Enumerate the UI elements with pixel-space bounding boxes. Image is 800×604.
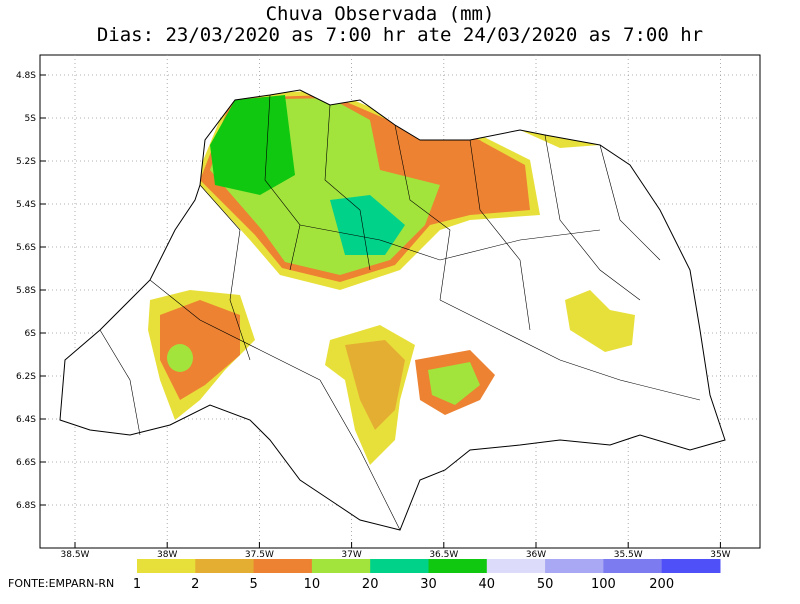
legend-label: 30 bbox=[420, 577, 437, 592]
legend-label: 10 bbox=[304, 577, 321, 592]
lat-label: 6S bbox=[25, 329, 37, 339]
legend-swatch bbox=[486, 559, 546, 573]
legend-label: 40 bbox=[479, 577, 496, 592]
legend: 1 2 5 10 20 30 40 50 100 200 bbox=[133, 559, 721, 592]
lat-label: 6.8S bbox=[16, 501, 36, 511]
source-note: FONTE:EMPARN-RN bbox=[8, 577, 114, 590]
legend-swatch bbox=[311, 559, 371, 573]
lat-label: 6.2S bbox=[16, 372, 36, 382]
map-subtitle: Dias: 23/03/2020 as 7:00 hr ate 24/03/20… bbox=[97, 24, 703, 46]
lat-label: 5.8S bbox=[16, 286, 36, 296]
lon-label: 37.5W bbox=[245, 550, 274, 560]
map-title: Chuva Observada (mm) bbox=[266, 3, 495, 25]
lon-label: 37W bbox=[341, 550, 361, 560]
lat-label: 5.2S bbox=[16, 157, 36, 167]
state-outline bbox=[59, 89, 726, 531]
legend-swatch bbox=[428, 559, 488, 573]
lon-label: 38W bbox=[157, 550, 177, 560]
lon-label: 35.5W bbox=[614, 550, 643, 560]
legend-label: 200 bbox=[649, 577, 674, 592]
legend-swatch bbox=[370, 559, 429, 573]
legend-swatch bbox=[253, 559, 313, 573]
legend-swatch bbox=[545, 559, 604, 573]
map-frame bbox=[39, 54, 761, 549]
lat-label: 5.6S bbox=[16, 243, 36, 253]
legend-swatch bbox=[603, 559, 663, 573]
legend-swatch bbox=[195, 559, 255, 573]
lat-label: 6.4S bbox=[16, 415, 36, 425]
legend-label: 20 bbox=[362, 577, 379, 592]
lat-label: 4.8S bbox=[16, 71, 36, 81]
legend-label: 1 bbox=[133, 577, 141, 592]
lon-label: 36W bbox=[526, 550, 546, 560]
legend-label: 5 bbox=[249, 577, 257, 592]
lat-label: 5S bbox=[25, 114, 37, 124]
lon-label: 36.5W bbox=[429, 550, 458, 560]
axis-labels: 4.8S 5S 5.2S 5.4S 5.6S 5.8S 6S 6.2S 6.4S 6.6S 6.8S… bbox=[16, 71, 731, 560]
legend-label: 50 bbox=[537, 577, 554, 592]
lat-label: 6.6S bbox=[16, 458, 36, 468]
legend-swatch bbox=[661, 559, 721, 573]
legend-label: 100 bbox=[591, 577, 616, 592]
legend-swatch bbox=[137, 559, 196, 573]
lon-label: 38.5W bbox=[61, 550, 90, 560]
lon-label: 35W bbox=[710, 550, 730, 560]
legend-label: 2 bbox=[191, 577, 199, 592]
lat-label: 5.4S bbox=[16, 200, 36, 210]
